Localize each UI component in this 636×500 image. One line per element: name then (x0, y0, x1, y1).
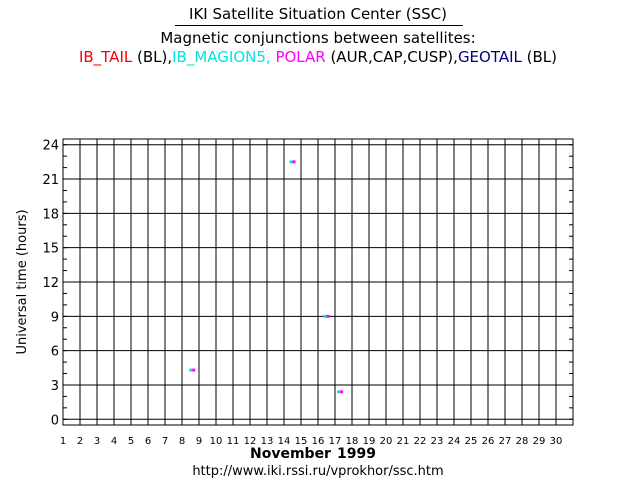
legend-segment: IB_TAIL (78, 48, 133, 66)
chart-title: IKI Satellite Situation Center (SSC) (189, 5, 447, 23)
chart-subtitle: Magnetic conjunctions between satellites… (160, 29, 476, 47)
x-tick-label: 23 (431, 436, 444, 447)
x-tick-label: 29 (533, 436, 546, 447)
legend-segment: (AUR,CAP,CUSP), (325, 48, 458, 66)
y-tick-label: 12 (42, 276, 59, 291)
legend-segment: IB_MAGION5, (172, 48, 271, 66)
x-tick-label: 1 (60, 436, 66, 447)
x-tick-label: 9 (196, 436, 202, 447)
x-tick-label: 6 (145, 436, 151, 447)
y-tick-label: 18 (42, 207, 59, 222)
x-tick-label: 20 (380, 436, 393, 447)
x-tick-label: 8 (179, 436, 185, 447)
x-tick-label: 4 (111, 436, 117, 447)
conjunction-point (292, 160, 296, 164)
source-url: http://www.iki.rssi.ru/vprokhor/ssc.htm (192, 464, 444, 479)
x-tick-label: 19 (363, 436, 376, 447)
y-tick-label: 15 (42, 242, 59, 257)
x-tick-label: 17 (329, 436, 342, 447)
x-tick-label: 30 (550, 436, 563, 447)
y-tick-label: 9 (51, 310, 59, 325)
x-tick-label: 21 (397, 436, 410, 447)
x-tick-label: 27 (499, 436, 512, 447)
y-tick-label: 3 (51, 379, 59, 394)
x-tick-label: 12 (244, 436, 257, 447)
x-axis-year: 1999 (337, 446, 376, 462)
legend-segment: (BL), (132, 48, 173, 66)
x-tick-label: 18 (346, 436, 359, 447)
x-axis-month: November (250, 446, 331, 462)
x-tick-label: 13 (261, 436, 274, 447)
conjunction-point (323, 314, 327, 318)
x-tick-label: 15 (295, 436, 308, 447)
conjunction-point (289, 160, 293, 164)
legend-segment: (BL) (521, 48, 558, 66)
y-tick-label: 21 (42, 173, 59, 188)
legend-segment: GEOTAIL (457, 48, 522, 66)
x-tick-label: 5 (128, 436, 134, 447)
x-tick-label: 22 (414, 436, 427, 447)
x-tick-label: 11 (227, 436, 240, 447)
conjunction-point (189, 368, 193, 372)
y-tick-label: 6 (51, 345, 59, 360)
x-tick-label: 28 (516, 436, 529, 447)
conjunction-point (192, 368, 196, 372)
x-tick-label: 10 (210, 436, 223, 447)
x-tick-label: 16 (312, 436, 325, 447)
conjunction-point (337, 390, 341, 394)
title-underline (175, 25, 463, 26)
x-tick-label: 7 (162, 436, 168, 447)
y-axis-label: Universal time (hours) (15, 209, 30, 354)
satellite-legend: IB_TAIL (BL),IB_MAGION5, POLAR (AUR,CAP,… (0, 48, 636, 66)
conjunction-point (340, 390, 344, 394)
legend-segment: POLAR (270, 48, 326, 66)
x-tick-label: 14 (278, 436, 291, 447)
x-tick-label: 2 (77, 436, 83, 447)
conjunction-point (326, 314, 330, 318)
x-tick-label: 25 (465, 436, 478, 447)
x-tick-label: 3 (94, 436, 100, 447)
x-tick-label: 24 (448, 436, 461, 447)
y-tick-label: 24 (42, 139, 59, 154)
x-tick-label: 26 (482, 436, 495, 447)
y-tick-label: 0 (51, 413, 59, 428)
